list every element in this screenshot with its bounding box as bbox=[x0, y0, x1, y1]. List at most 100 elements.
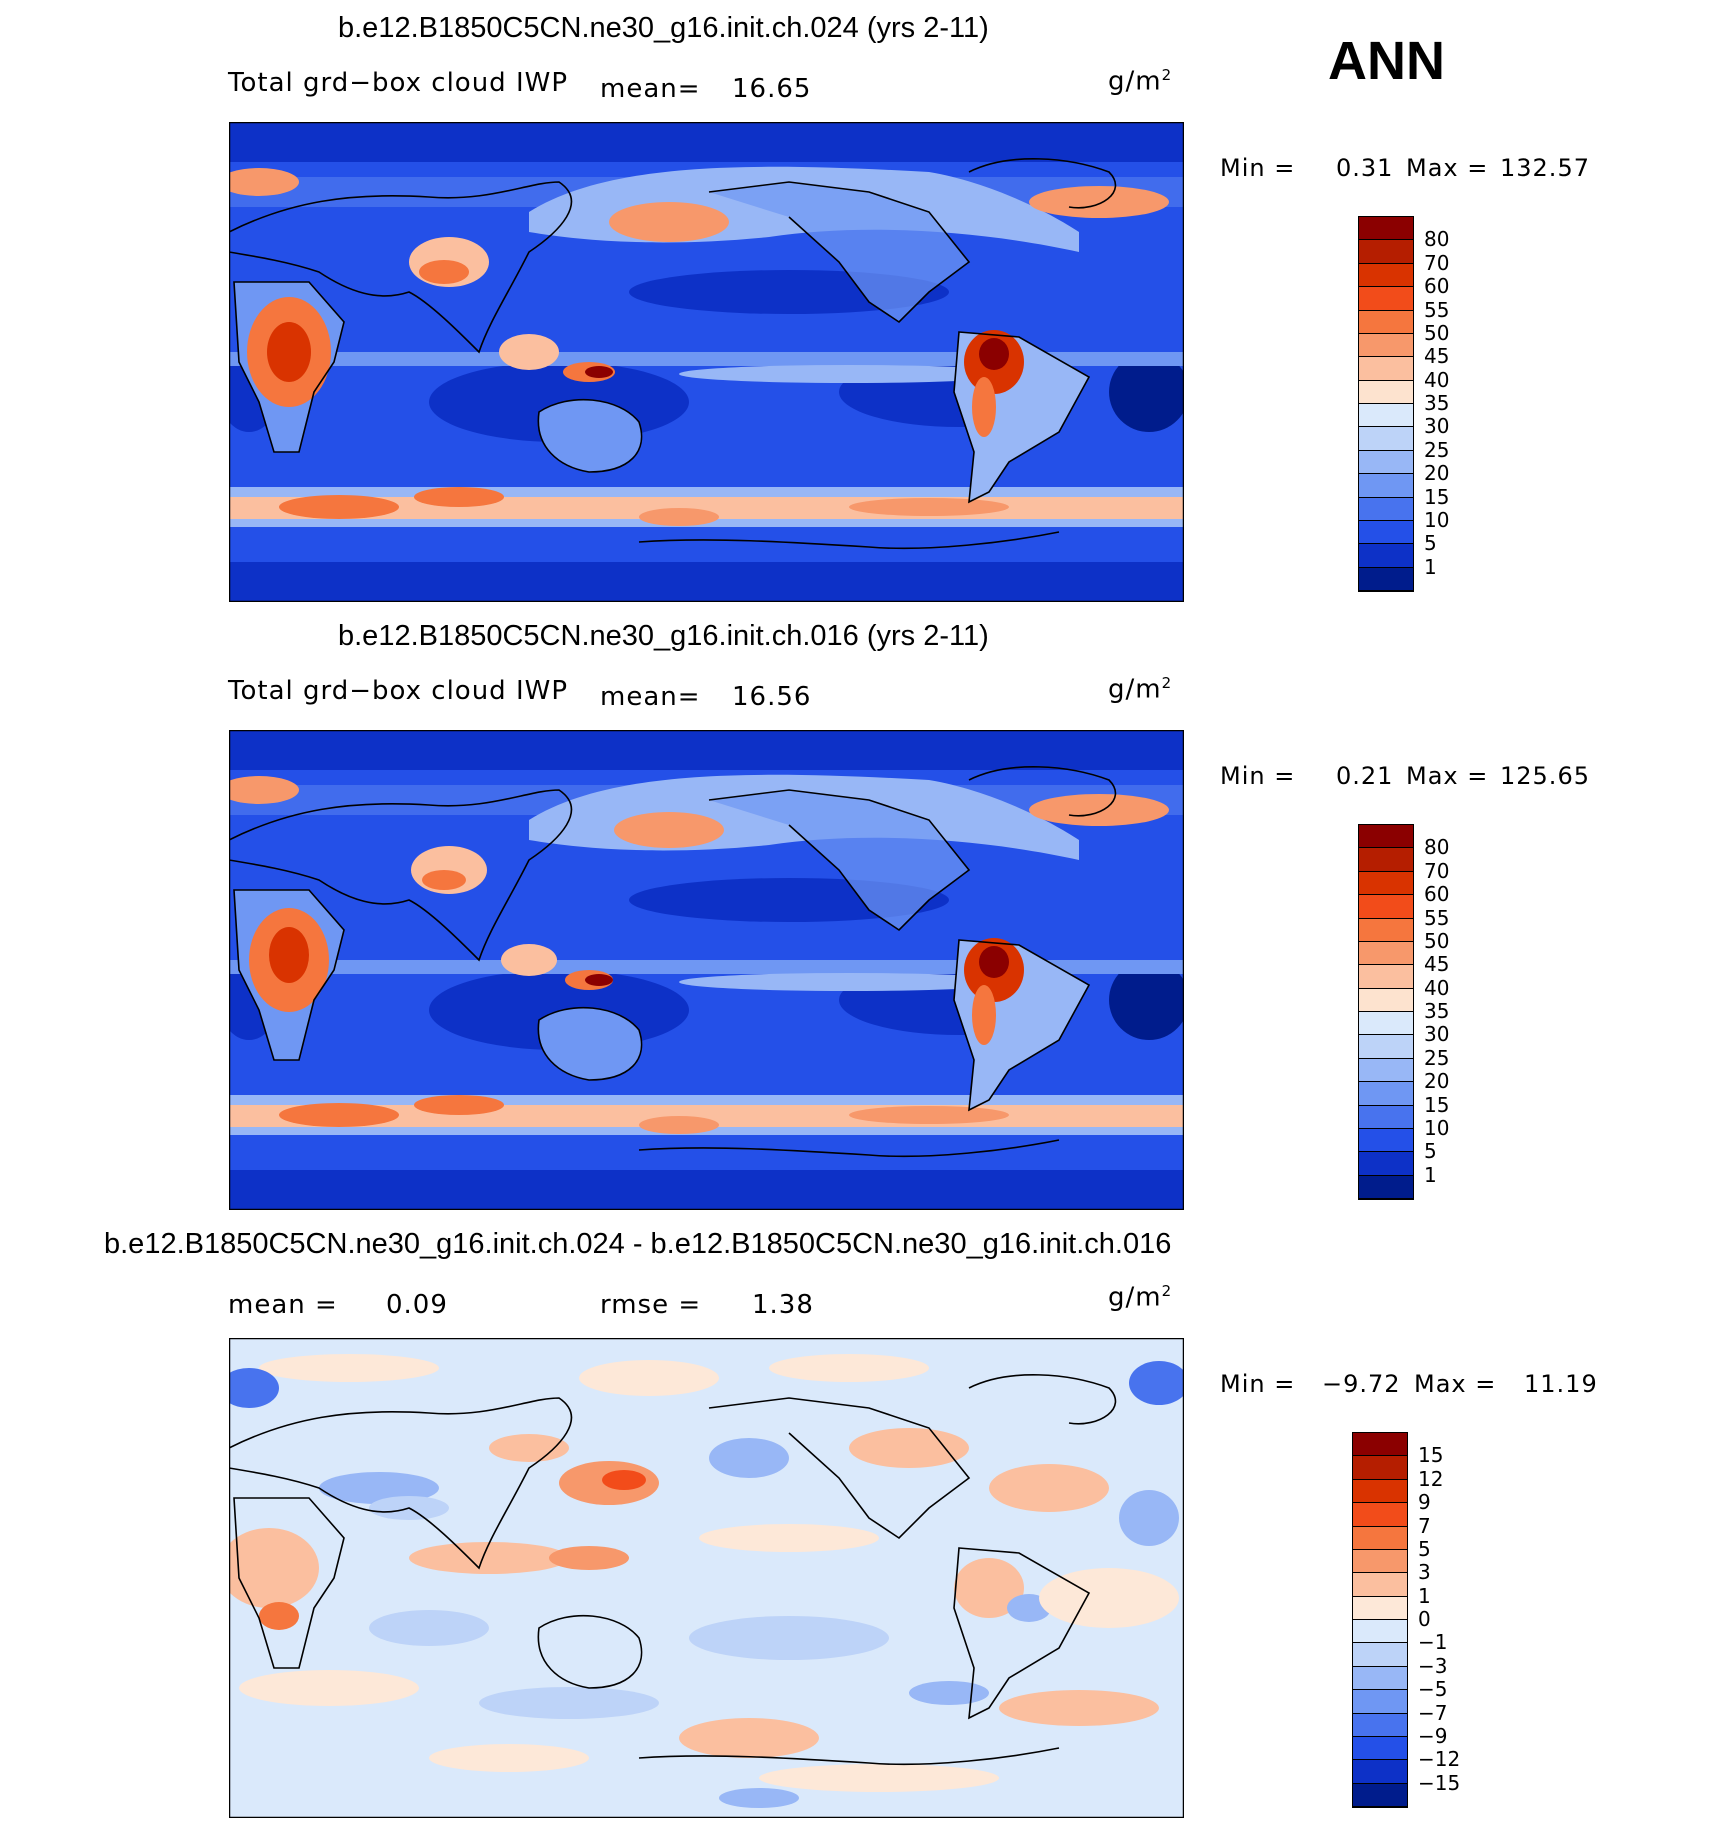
colorbar-swatch bbox=[1359, 427, 1413, 451]
colorbar-tick-label: 25 bbox=[1424, 437, 1450, 462]
colorbar-swatch bbox=[1353, 1503, 1407, 1527]
colorbar-swatch bbox=[1353, 1596, 1407, 1620]
colorbar-swatch bbox=[1359, 848, 1413, 872]
colorbar-swatch bbox=[1359, 871, 1413, 896]
colorbar-tick-label: 70 bbox=[1424, 858, 1450, 883]
colorbar-tick-label: 60 bbox=[1424, 882, 1450, 907]
colorbar-tick-label: 20 bbox=[1424, 461, 1450, 486]
colorbar-swatch bbox=[1359, 825, 1413, 849]
colorbar-tick-label: −1 bbox=[1418, 1630, 1448, 1655]
colorbar-swatch bbox=[1353, 1549, 1407, 1574]
colorbar-tick-label: 70 bbox=[1424, 250, 1450, 275]
colorbar-swatch bbox=[1353, 1713, 1407, 1737]
panel-2-mean-value: 16.56 bbox=[732, 682, 812, 712]
panel-3-rmse-label: rmse = bbox=[600, 1290, 702, 1320]
colorbar-tick-label: 5 bbox=[1418, 1536, 1431, 1561]
colorbar-swatch bbox=[1353, 1760, 1407, 1784]
colorbar-swatch bbox=[1359, 1152, 1413, 1176]
colorbar-swatch bbox=[1359, 895, 1413, 919]
panel-3-max-label: Max = bbox=[1414, 1370, 1497, 1398]
colorbar-swatch bbox=[1359, 941, 1413, 966]
colorbar-tick-label: 40 bbox=[1424, 975, 1450, 1000]
colorbar-swatch bbox=[1359, 1105, 1413, 1129]
colorbar-tick-label: 7 bbox=[1418, 1513, 1431, 1538]
colorbar-swatch bbox=[1353, 1643, 1407, 1667]
colorbar-tick-label: 1 bbox=[1418, 1583, 1431, 1608]
panel-3-max-value: 11.19 bbox=[1524, 1370, 1598, 1398]
colorbar-swatch bbox=[1353, 1736, 1407, 1761]
colorbar-tick-label: −3 bbox=[1418, 1653, 1448, 1678]
colorbar-tick-label: 5 bbox=[1424, 1139, 1437, 1164]
panel-1-min-value: 0.31 bbox=[1336, 154, 1394, 182]
colorbar-swatch bbox=[1359, 544, 1413, 568]
colorbar-tick-label: 40 bbox=[1424, 367, 1450, 392]
colorbar-swatch bbox=[1359, 497, 1413, 521]
colorbar-tick-label: 80 bbox=[1424, 227, 1450, 252]
colorbar-tick-label: 45 bbox=[1424, 952, 1450, 977]
colorbar-tick-label: 12 bbox=[1418, 1466, 1444, 1491]
colorbar-swatch bbox=[1359, 988, 1413, 1012]
colorbar-tick-label: 10 bbox=[1424, 507, 1450, 532]
colorbar-swatch bbox=[1353, 1666, 1407, 1691]
colorbar-tick-label: −7 bbox=[1418, 1700, 1448, 1725]
colorbar-swatch bbox=[1353, 1620, 1407, 1644]
colorbar-swatch bbox=[1359, 240, 1413, 264]
colorbar-swatch bbox=[1359, 287, 1413, 311]
panel-3-map bbox=[229, 1338, 1184, 1818]
colorbar-swatch bbox=[1359, 1058, 1413, 1083]
colorbar-swatch bbox=[1359, 1082, 1413, 1106]
colorbar-tick-label: 15 bbox=[1418, 1443, 1444, 1468]
colorbar-swatch bbox=[1359, 1012, 1413, 1036]
colorbar-tick-label: 50 bbox=[1424, 928, 1450, 953]
colorbar-tick-label: 5 bbox=[1424, 531, 1437, 556]
colorbar-swatch bbox=[1359, 520, 1413, 545]
panel-3-mean-label: mean = bbox=[228, 1290, 338, 1320]
panel-2-units: g/m2 bbox=[1108, 674, 1173, 705]
panel-1-title: b.e12.B1850C5CN.ne30_g16.init.ch.024 (yr… bbox=[338, 12, 989, 44]
colorbar-swatch bbox=[1359, 1128, 1413, 1153]
colorbar-swatch bbox=[1359, 965, 1413, 989]
season-label: ANN bbox=[1328, 31, 1445, 91]
panel-3-colorbar bbox=[1352, 1432, 1408, 1808]
panel-2-map bbox=[229, 730, 1184, 1210]
colorbar-tick-label: 30 bbox=[1424, 1022, 1450, 1047]
colorbar-tick-label: 20 bbox=[1424, 1069, 1450, 1094]
colorbar-swatch bbox=[1353, 1433, 1407, 1457]
colorbar-tick-label: 80 bbox=[1424, 835, 1450, 860]
panel-3-title: b.e12.B1850C5CN.ne30_g16.init.ch.024 - b… bbox=[104, 1228, 1172, 1260]
panel-2-min-value: 0.21 bbox=[1336, 762, 1394, 790]
panel-2-min-label: Min = bbox=[1220, 762, 1296, 790]
colorbar-tick-label: 1 bbox=[1424, 554, 1437, 579]
colorbar-tick-label: −12 bbox=[1418, 1747, 1461, 1772]
colorbar-swatch bbox=[1353, 1479, 1407, 1504]
colorbar-swatch bbox=[1359, 918, 1413, 942]
colorbar-swatch bbox=[1353, 1783, 1407, 1807]
colorbar-tick-label: −5 bbox=[1418, 1677, 1448, 1702]
colorbar-swatch bbox=[1359, 380, 1413, 404]
panel-1-map bbox=[229, 122, 1184, 602]
colorbar-swatch bbox=[1359, 217, 1413, 241]
panel-1-units: g/m2 bbox=[1108, 66, 1173, 97]
panel-3-min-value: −9.72 bbox=[1322, 1370, 1401, 1398]
colorbar-swatch bbox=[1353, 1690, 1407, 1714]
colorbar-swatch bbox=[1353, 1526, 1407, 1550]
colorbar-tick-label: 15 bbox=[1424, 484, 1450, 509]
panel-2-max-value: 125.65 bbox=[1500, 762, 1590, 790]
colorbar-swatch bbox=[1359, 404, 1413, 428]
colorbar-tick-label: −15 bbox=[1418, 1770, 1461, 1795]
colorbar-tick-label: 45 bbox=[1424, 344, 1450, 369]
panel-1-min-label: Min = bbox=[1220, 154, 1296, 182]
colorbar-tick-label: 10 bbox=[1424, 1115, 1450, 1140]
panel-3-units: g/m2 bbox=[1108, 1282, 1173, 1313]
panel-2-title: b.e12.B1850C5CN.ne30_g16.init.ch.016 (yr… bbox=[338, 620, 989, 652]
colorbar-tick-label: 55 bbox=[1424, 905, 1450, 930]
panel-3-mean-value: 0.09 bbox=[386, 1290, 448, 1320]
colorbar-tick-label: 60 bbox=[1424, 274, 1450, 299]
colorbar-swatch bbox=[1359, 357, 1413, 381]
colorbar-swatch bbox=[1359, 450, 1413, 475]
colorbar-swatch bbox=[1359, 263, 1413, 288]
colorbar-swatch bbox=[1359, 567, 1413, 591]
colorbar-tick-label: 35 bbox=[1424, 999, 1450, 1023]
colorbar-tick-label: 25 bbox=[1424, 1045, 1450, 1070]
colorbar-tick-label: 3 bbox=[1418, 1560, 1431, 1585]
